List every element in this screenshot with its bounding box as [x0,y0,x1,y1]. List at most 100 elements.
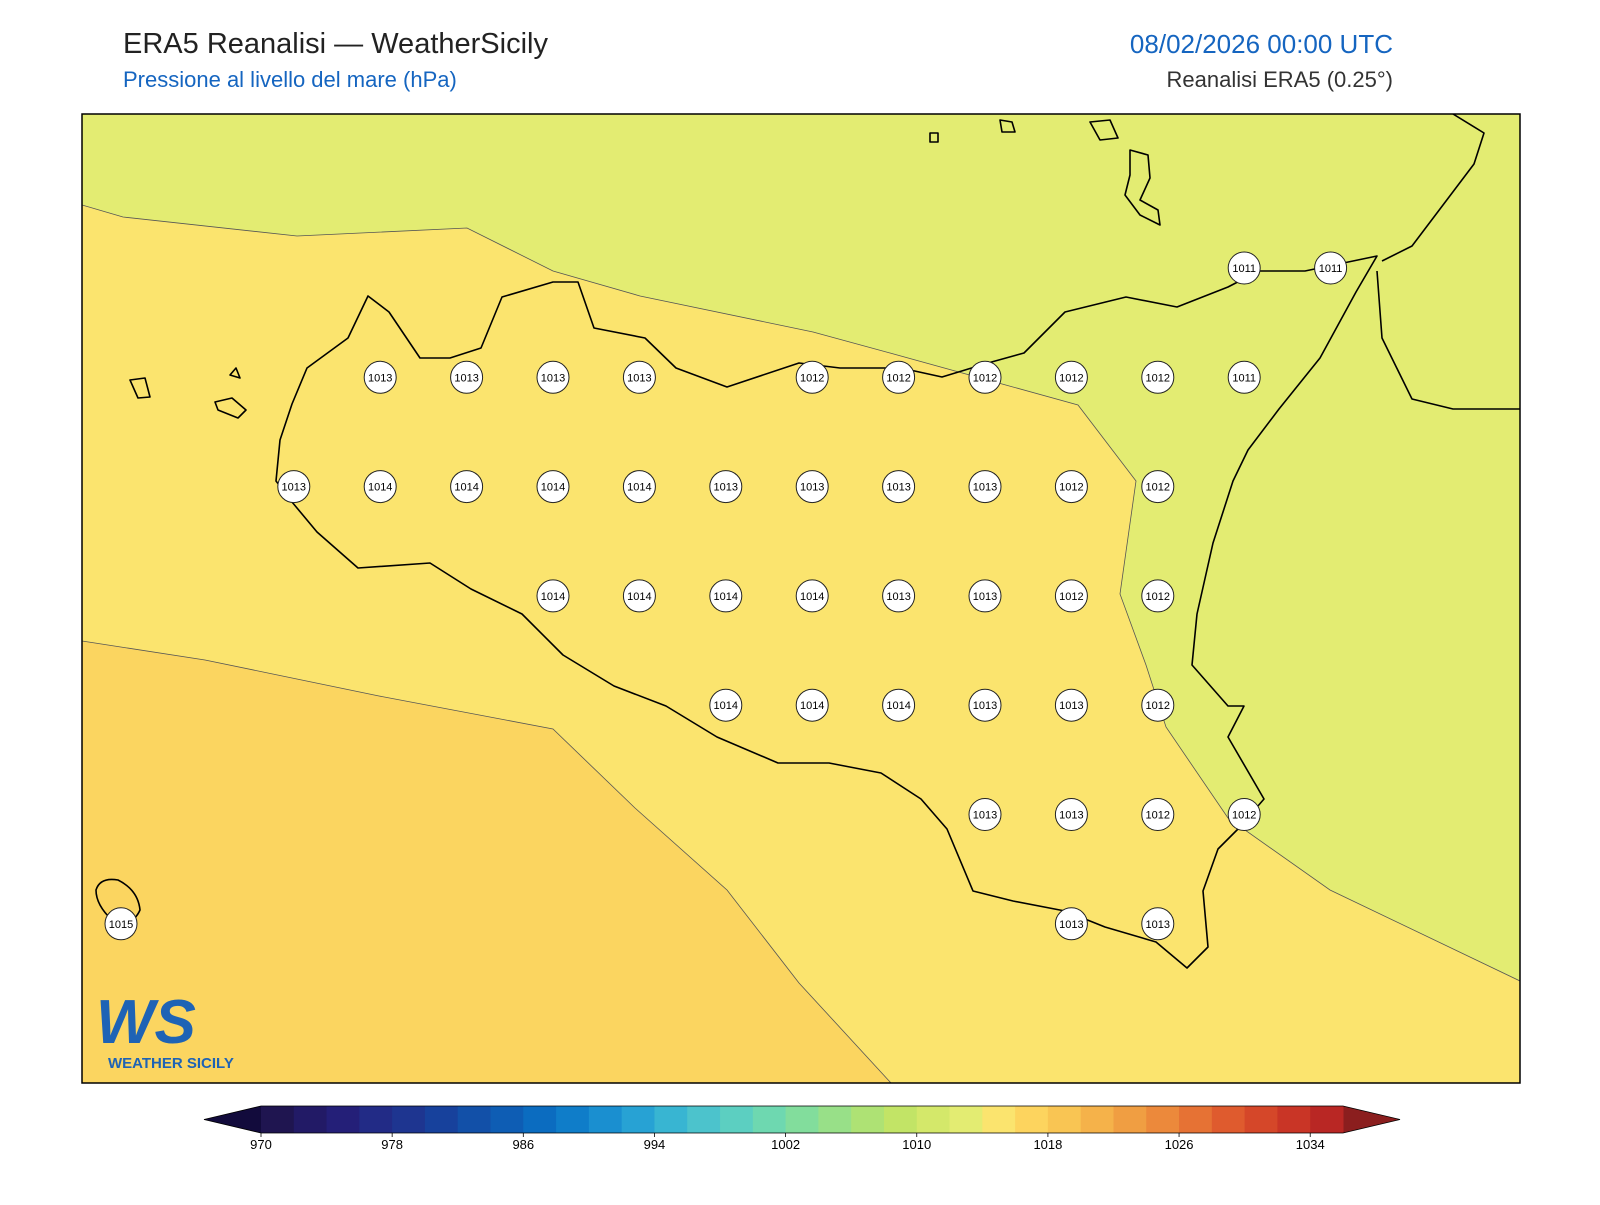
colorbar-tick-label: 1018 [1033,1137,1062,1152]
station-marker [536,470,570,504]
map: 1011 1011 1013 1013 1013 1013 1012 1012 1012 1012… [81,113,1521,1084]
station-marker [622,360,656,394]
station-value: 1013 [282,482,306,494]
station-marker [450,470,484,504]
colorbar-bin [1015,1106,1049,1133]
station-value: 1013 [1059,810,1083,822]
colorbar-bin [687,1106,721,1133]
colorbar-bin [457,1106,492,1133]
station-marker [1141,360,1175,394]
station-value: 1014 [800,700,824,712]
station-marker [363,470,397,504]
station-value: 1014 [627,591,651,603]
station-value: 1013 [886,482,910,494]
station-value: 1013 [454,372,478,384]
colorbar-bin [1310,1106,1344,1133]
station-value: 1013 [627,372,651,384]
colorbar-bin [1047,1106,1082,1133]
station-marker [1054,470,1088,504]
island [929,119,1161,226]
station-value: 1013 [1059,700,1083,712]
station-marker [968,579,1002,613]
logo-mark: WS [96,988,196,1057]
station-marker [1141,470,1175,504]
colorbar-tick-label: 978 [381,1137,403,1152]
colorbar-bin [326,1106,360,1133]
station-marker [795,470,829,504]
station-marker [882,360,916,394]
colorbar-bin [1113,1106,1147,1133]
station-value: 1011 [1232,372,1256,384]
colorbar-bin [588,1106,623,1133]
station-marker [450,360,484,394]
colorbar-bin [916,1106,951,1133]
colorbar-tick-label: 994 [644,1137,666,1152]
station-value: 1012 [973,372,997,384]
station-marker [1141,688,1175,722]
island [95,878,141,924]
colorbar-bin [851,1106,885,1133]
station-marker [882,579,916,613]
station-value: 1012 [886,372,910,384]
station-marker [795,579,829,613]
station-marker [882,470,916,504]
colorbar-tick-label: 1010 [902,1137,931,1152]
colorbar-bin [1179,1106,1213,1133]
station-value: 1011 [1319,263,1343,275]
colorbar-bin [720,1106,754,1133]
station-marker [1141,579,1175,613]
coastline [275,255,1378,969]
colorbar-over [1343,1106,1400,1133]
station-marker [1227,251,1261,285]
stations: 1011 1011 1013 1013 1013 1013 1012 1012 1012 1012… [104,251,1348,941]
station-marker [104,907,138,941]
colorbar-bin [523,1106,557,1133]
station-value: 1013 [973,591,997,603]
station-marker [709,688,743,722]
station-value: 1012 [1146,810,1170,822]
station-marker [968,798,1002,831]
colorbar-bin [261,1106,295,1133]
colorbar-bin [293,1106,328,1133]
colorbar-tick-label: 986 [512,1137,534,1152]
station-marker [968,470,1002,504]
colorbar-tick-label: 970 [250,1137,272,1152]
colorbar-bin [1244,1106,1278,1133]
island [129,367,247,419]
colorbar-bin [752,1106,787,1133]
station-value: 1013 [886,591,910,603]
colorbar-bin [1277,1106,1311,1133]
station-marker [1054,798,1088,831]
station-value: 1013 [1146,919,1170,931]
station-marker [968,360,1002,394]
station-marker [709,579,743,613]
field-1010-1012 [82,114,1520,981]
colorbar-bin [359,1106,393,1133]
station-marker [622,579,656,613]
station-marker [1054,688,1088,722]
station-value: 1012 [1059,591,1083,603]
colorbar-bin [818,1106,852,1133]
station-value: 1012 [1146,482,1170,494]
station-marker [536,360,570,394]
station-marker [1054,579,1088,613]
colorbar-bin [982,1106,1016,1133]
colorbar-tick-label: 1034 [1296,1137,1325,1152]
station-marker [795,360,829,394]
station-value: 1013 [541,372,565,384]
source: Reanalisi ERA5 (0.25°) [1167,67,1393,92]
colorbar-bin [556,1106,590,1133]
logo-name: WEATHER SICILY [108,1055,234,1072]
contour [82,640,892,1083]
station-marker [1141,907,1175,941]
colorbar-bin [1080,1106,1114,1133]
colorbar: 970 978 986 994 1002 1010 1018 1026 1034 [203,1105,1401,1152]
station-marker [363,360,397,394]
station-marker [1054,907,1088,941]
title: ERA5 Reanalisi — WeatherSicily [123,28,548,60]
station-value: 1014 [541,591,565,603]
colorbar-tick-label: 1002 [771,1137,800,1152]
colorbar-bin [949,1106,983,1133]
field-1014-1016 [82,641,891,1083]
